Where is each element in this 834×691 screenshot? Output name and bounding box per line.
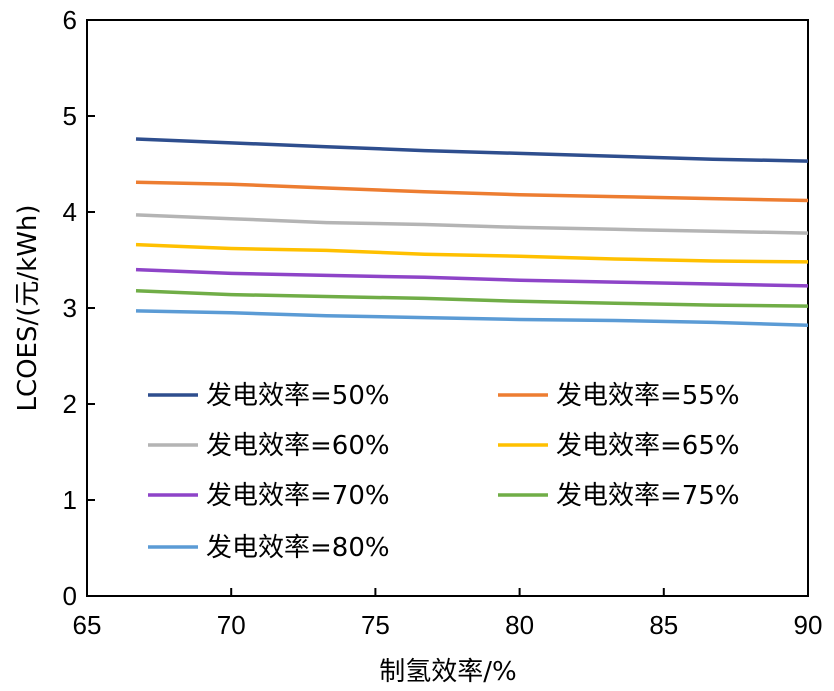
y-axis-label: LCOES/(元/kWh)	[13, 204, 43, 411]
legend-item: 发电效率=50%	[148, 381, 390, 411]
legend-item: 发电效率=70%	[148, 481, 390, 511]
x-tick-label: 85	[649, 610, 678, 640]
legend-item: 发电效率=60%	[148, 431, 390, 461]
legend-label: 发电效率=55%	[556, 381, 740, 411]
legend-label: 发电效率=65%	[556, 431, 740, 461]
x-tick-label: 70	[217, 610, 246, 640]
legend-item: 发电效率=80%	[148, 533, 390, 563]
x-tick-label: 90	[794, 610, 823, 640]
y-tick-label: 4	[63, 197, 77, 227]
series-line-2	[135, 180, 809, 203]
y-tick-label: 6	[63, 5, 77, 35]
series-line-6	[135, 288, 809, 308]
x-tick-label: 75	[361, 610, 390, 640]
series-line-5	[135, 267, 809, 288]
legend-label: 发电效率=50%	[206, 381, 390, 411]
x-tick-label: 80	[505, 610, 534, 640]
y-tick-label: 3	[63, 293, 77, 323]
legend-label: 发电效率=75%	[556, 481, 740, 511]
legend-item: 发电效率=75%	[498, 481, 740, 511]
axes: 65 70 75 80 85 90 0 1 2 3 4 5 6	[63, 5, 823, 640]
legend-item: 发电效率=55%	[498, 381, 740, 411]
series-line-7	[135, 309, 809, 328]
y-tick-label: 2	[63, 389, 77, 419]
y-tick-label: 1	[63, 485, 77, 515]
legend-label: 发电效率=70%	[206, 481, 390, 511]
series-line-3	[135, 213, 809, 235]
x-tick-label: 65	[73, 610, 102, 640]
y-tick-label: 5	[63, 101, 77, 131]
legend-label: 发电效率=60%	[206, 431, 390, 461]
series-line-4	[135, 242, 809, 264]
series-line-1	[135, 137, 809, 163]
y-tick-label: 0	[63, 581, 77, 611]
legend: 发电效率=50% 发电效率=55% 发电效率=60% 发电效率=65% 发电效率=70%…	[148, 381, 740, 563]
series-layer	[135, 137, 809, 328]
legend-item: 发电效率=65%	[498, 431, 740, 461]
legend-label: 发电效率=80%	[206, 533, 390, 563]
x-axis-label: 制氢效率/%	[379, 657, 516, 687]
